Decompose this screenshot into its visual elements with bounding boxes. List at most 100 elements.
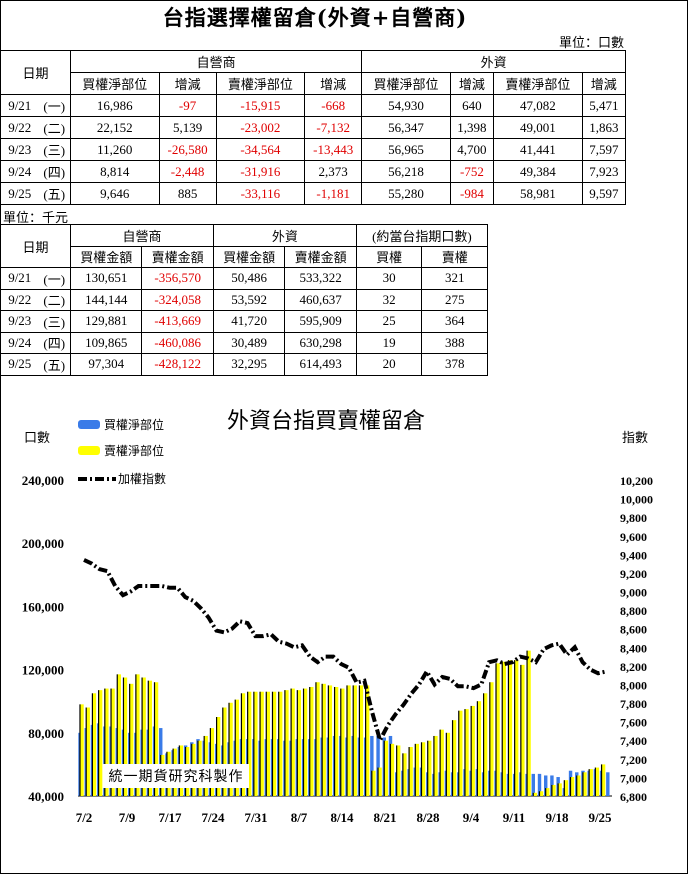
- positions-table: 日期 自營商 外資 買權淨部位 增減 賣權淨部位 增減 買權淨部位 增減 賣權淨部位 增減 9…: [0, 50, 627, 205]
- table-cell: 20: [355, 353, 423, 376]
- put-bar: [483, 693, 488, 796]
- put-bar: [123, 677, 128, 796]
- table-cell: 41,441: [493, 138, 583, 161]
- put-bar: [346, 685, 351, 796]
- y2-axis-label: 指數: [622, 431, 648, 446]
- put-bar: [79, 704, 84, 796]
- table-cell: 55,280: [361, 182, 451, 205]
- row-weekday: (二): [38, 288, 71, 311]
- put-bar: [384, 740, 388, 796]
- table-cell: 630,298: [284, 331, 357, 354]
- column-header: 賣權淨部位: [215, 72, 306, 95]
- table-cell: 7,923: [581, 160, 627, 183]
- table-cell: 378: [421, 353, 488, 376]
- amounts-table: 日期 自營商 外資 (約當台指期口數) 買權金額 賣權金額 買權金額 賣權金額 買權 賣權…: [0, 224, 489, 376]
- table-cell: -668: [304, 94, 363, 117]
- put-bar: [284, 690, 289, 796]
- row-weekday: (一): [38, 267, 71, 290]
- table-cell: 41,720: [212, 310, 286, 333]
- date-header: 日期: [0, 224, 71, 268]
- table-cell: 4,700: [449, 138, 495, 161]
- y2-tick-label: 8,400: [620, 641, 647, 655]
- table-cell: 8,814: [70, 160, 160, 183]
- put-bar: [303, 688, 308, 796]
- put-bar: [582, 772, 587, 796]
- put-bar: [340, 688, 345, 796]
- row-date: 9/23: [0, 138, 39, 161]
- table-cell: 275: [421, 288, 488, 311]
- x-tick-label: 7/24: [201, 810, 225, 825]
- table-cell: 56,965: [361, 138, 451, 161]
- table-cell: -2,448: [158, 160, 217, 183]
- x-tick-label: 8/21: [373, 810, 396, 825]
- table-cell: 32,295: [212, 353, 286, 376]
- row-weekday: (四): [38, 331, 71, 354]
- put-bar: [489, 682, 494, 796]
- table-cell: 533,322: [284, 267, 357, 290]
- x-tick-label: 7/31: [244, 810, 267, 825]
- table-cell: 19: [355, 331, 423, 354]
- table-cell: 16,986: [70, 94, 160, 117]
- put-bar: [558, 783, 562, 796]
- call-bar: [376, 735, 380, 796]
- put-bar: [570, 777, 575, 796]
- put-bar: [427, 740, 432, 796]
- table-cell: 56,347: [361, 116, 451, 139]
- table-row: 9/21 (一) 130,651 -356,570 50,486 533,322 30 321: [0, 267, 488, 290]
- row-date: 9/25: [0, 182, 39, 205]
- put-bar: [452, 720, 457, 796]
- y-axis-label: 口數: [24, 431, 50, 446]
- table-cell: -15,915: [215, 94, 306, 117]
- table-cell: -13,443: [304, 138, 363, 161]
- table-cell: -984: [449, 182, 495, 205]
- table-cell: 460,637: [284, 288, 357, 311]
- table-row: 9/21 (一) 16,986 -97 -15,915 -668 54,930 640 47,0…: [0, 94, 627, 117]
- call-bar: [537, 773, 542, 796]
- table-cell: -31,916: [215, 160, 306, 183]
- table-cell: 47,082: [493, 94, 583, 117]
- table-cell: 5,139: [158, 116, 217, 139]
- x-tick-label: 9/11: [503, 810, 525, 825]
- chart-container: 外資台指買賣權留倉 口數 指數 40,000 80,000 120,000 160,000 2…: [0, 376, 688, 874]
- legend-label: 賣權淨部位: [104, 443, 164, 458]
- put-bar: [111, 688, 115, 796]
- put-bar: [309, 686, 314, 796]
- put-bar: [272, 691, 277, 796]
- table-cell: 1,863: [581, 116, 627, 139]
- table-cell: -460,086: [141, 331, 214, 354]
- date-header: 日期: [0, 50, 71, 95]
- table-row: 9/25 (五) 97,304 -428,122 32,295 614,493 20 378: [0, 353, 488, 376]
- y-tick-label: 200,000: [22, 536, 64, 551]
- table-row: 9/24 (四) 109,865 -460,086 30,489 630,298 19 388: [0, 331, 488, 354]
- table-cell: 109,865: [69, 331, 143, 354]
- x-tick-label: 7/9: [119, 810, 136, 825]
- put-bar: [216, 717, 221, 796]
- y-tick-label: 120,000: [22, 663, 64, 678]
- put-bar: [402, 753, 407, 796]
- table-cell: -752: [449, 160, 495, 183]
- table-cell: 97,304: [69, 353, 143, 376]
- put-bar: [260, 691, 264, 796]
- table-cell: -413,669: [141, 310, 214, 333]
- put-bar: [92, 693, 97, 796]
- put-bar: [496, 663, 500, 796]
- call-bar: [606, 772, 610, 796]
- table-cell: 22,152: [70, 116, 160, 139]
- put-bar: [291, 688, 295, 796]
- put-bar: [601, 764, 606, 796]
- put-bar: [129, 683, 134, 796]
- put-bar: [396, 745, 401, 796]
- page-title: 台指選擇權留倉(外資+自營商): [162, 5, 468, 30]
- row-weekday: (二): [38, 116, 71, 139]
- table-cell: 364: [421, 310, 488, 333]
- call-bar: [370, 735, 374, 796]
- x-tick-label: 8/28: [416, 810, 440, 825]
- y-tick-label: 160,000: [22, 599, 64, 614]
- table-cell: 54,930: [361, 94, 451, 117]
- put-bar: [390, 743, 395, 796]
- y2-tick-label: 7,400: [620, 734, 647, 748]
- table-cell: 388: [421, 331, 488, 354]
- put-bar: [135, 674, 140, 796]
- put-bar: [117, 674, 121, 796]
- put-bar: [154, 682, 159, 796]
